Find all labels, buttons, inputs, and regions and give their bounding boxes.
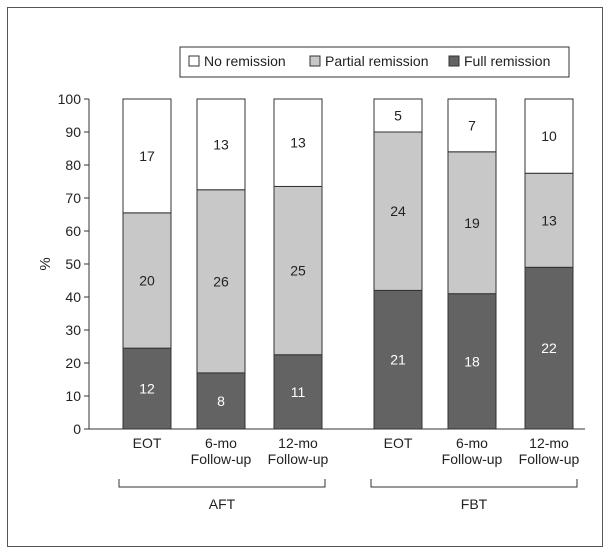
data-label: 11	[291, 384, 306, 400]
data-label: 7	[468, 117, 476, 133]
y-tick-label: 60	[65, 223, 81, 239]
data-label: 19	[464, 215, 480, 231]
data-label: 26	[213, 273, 229, 289]
y-tick-label: 90	[65, 124, 81, 140]
data-label: 24	[390, 203, 406, 219]
bars: 12 20 17 8 26 13 11 25 13 21 24 5 18 19 7 22 13 10	[122, 98, 574, 430]
y-tick-label: 40	[65, 289, 81, 305]
bar-segment	[373, 98, 423, 133]
x-tick-label: EOT	[133, 435, 162, 451]
y-tick-label: 20	[65, 355, 81, 371]
y-tick-label: 10	[65, 388, 81, 404]
bar-segment	[273, 354, 323, 430]
bar-segment	[196, 98, 246, 191]
x-tick-label: 6-mo	[456, 435, 488, 451]
data-label: 13	[290, 135, 306, 151]
legend-label: Full remission	[464, 53, 550, 69]
group-label: FBT	[461, 496, 488, 512]
legend-box	[179, 46, 570, 78]
y-tick-label: 50	[65, 256, 81, 272]
y-tick-label: 0	[73, 421, 81, 437]
x-tick-label: 12-mo	[529, 435, 569, 451]
axes: 0 10 20 30 40 50 60 70 80 90 100%	[37, 91, 585, 437]
x-tick-label: Follow-up	[268, 451, 329, 467]
bar-segment	[447, 151, 497, 295]
legend-label: No remission	[204, 53, 286, 69]
legend-swatch	[309, 55, 321, 67]
legend: No remission Partial remission Full remiss…	[179, 46, 570, 78]
y-tick-label: 30	[65, 322, 81, 338]
legend-label: Partial remission	[325, 53, 428, 69]
group-bracket	[370, 479, 578, 488]
data-label: 21	[390, 352, 406, 368]
data-label: 20	[139, 273, 155, 289]
y-tick-label: 70	[65, 190, 81, 206]
bar-segment	[524, 98, 574, 174]
bar-segment	[273, 98, 323, 187]
bar-segment	[122, 98, 172, 214]
bar-segment	[447, 293, 497, 430]
data-label: 22	[541, 340, 557, 356]
data-label: 25	[290, 263, 306, 279]
y-tick-label: 100	[58, 91, 82, 107]
bar-segment	[122, 212, 172, 349]
x-tick-label: Follow-up	[442, 451, 503, 467]
data-label: 13	[213, 136, 229, 152]
data-label: 10	[541, 128, 557, 144]
bar-segment	[524, 172, 574, 268]
bar-segment	[373, 289, 423, 430]
group-bracket	[118, 479, 326, 488]
data-label: 18	[464, 353, 480, 369]
x-tick-label: Follow-up	[191, 451, 252, 467]
group-brackets: AFT FBT	[118, 479, 578, 512]
legend-swatch	[188, 55, 200, 67]
data-label: 17	[139, 148, 155, 164]
bar-segment	[447, 98, 497, 153]
bar-segment	[273, 185, 323, 356]
x-tick-label: 12-mo	[278, 435, 318, 451]
x-tick-label: 6-mo	[205, 435, 237, 451]
data-label: 12	[139, 381, 155, 397]
y-tick-label: 80	[65, 157, 81, 173]
bar-segment	[196, 372, 246, 430]
x-tick-label: EOT	[384, 435, 413, 451]
bar-segment	[122, 347, 172, 430]
group-label: AFT	[209, 496, 236, 512]
legend-swatch	[448, 55, 460, 67]
bar-segment	[524, 266, 574, 430]
bar-segment	[373, 131, 423, 291]
data-label: 13	[541, 212, 557, 228]
stacked-bar-chart: No remission Partial remission Full remiss…	[37, 46, 585, 512]
x-tick-label: Follow-up	[519, 451, 580, 467]
bar-segment	[196, 189, 246, 374]
data-label: 8	[217, 393, 225, 409]
data-label: 5	[394, 108, 402, 124]
y-axis-label: %	[37, 257, 54, 270]
